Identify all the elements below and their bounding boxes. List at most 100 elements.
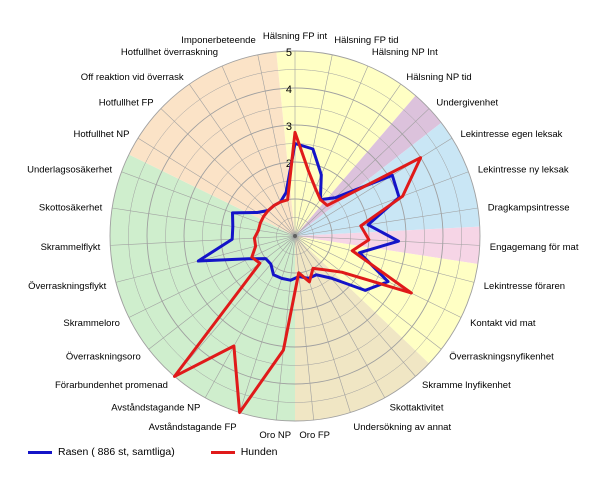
series-0-point-23	[231, 238, 233, 240]
series-1-point-22	[254, 245, 257, 248]
series-1-point-8	[368, 238, 370, 241]
spoke-12	[294, 235, 416, 377]
axis-label-10: Kontakt vid mat	[470, 318, 536, 329]
spoke-6	[294, 171, 469, 237]
sector-band-6	[109, 154, 295, 421]
legend-item-rasen: Rasen ( 886 st, samtliga)	[28, 446, 175, 458]
series-0-point-26	[256, 211, 259, 214]
series-1-point-30	[286, 198, 289, 201]
series-1-point-10	[410, 292, 413, 294]
series-0-point-1	[312, 148, 314, 150]
axis-label-17: Avståndstagande FP	[149, 422, 237, 433]
series-0-point-18	[272, 274, 275, 276]
spoke-20	[148, 235, 296, 350]
series-0-point-12	[330, 277, 332, 279]
series-0-point-8	[397, 240, 400, 243]
spoke-29	[221, 65, 296, 237]
axis-label-16: Oro NP	[259, 430, 291, 440]
tick-label-5: 5	[286, 47, 292, 59]
series-1-point-9	[351, 250, 354, 252]
series-1-point-17	[238, 411, 241, 414]
spoke-5	[294, 137, 453, 237]
series-1-point-24	[257, 229, 260, 232]
series-1-point-6	[401, 195, 404, 197]
series-1-point-21	[251, 256, 253, 258]
spoke-13	[294, 235, 386, 398]
axis-label-13: Skottaktivitet	[390, 402, 444, 413]
series-1-point-13	[312, 267, 314, 270]
tick-label-4: 4	[286, 84, 292, 96]
spoke-24	[112, 207, 296, 237]
axis-label-27: Hotfullhet FP	[99, 98, 154, 109]
series-0-point-13	[315, 274, 318, 276]
tick-label-2: 2	[286, 158, 292, 170]
spoke-14	[294, 235, 351, 413]
series-0-point-16	[289, 279, 292, 281]
spoke-11	[294, 235, 442, 350]
axis-label-30: Imponerbeteende	[181, 35, 255, 46]
series-1-point-14	[308, 281, 311, 283]
series-0-point-30	[285, 191, 287, 194]
spoke-16	[275, 235, 296, 421]
axis-label-3: Hälsning NP tid	[406, 72, 471, 83]
spoke-18	[204, 235, 296, 398]
axis-label-9: Lekintresse föraren	[484, 281, 565, 292]
axis-label-5: Lekintresse egen leksak	[460, 129, 562, 140]
legend-label-rasen: Rasen ( 886 st, samtliga)	[58, 446, 175, 458]
spoke-25	[121, 171, 296, 237]
sector-band-5	[295, 236, 430, 421]
series-1-point-15	[297, 272, 300, 274]
axis-label-8: Engagemang för mat	[490, 242, 579, 253]
series-0-point-19	[270, 263, 272, 265]
series-1-point-20	[259, 262, 261, 264]
axis-label-20: Överraskningsoro	[66, 351, 141, 362]
series-1-point-27	[267, 209, 269, 212]
axis-label-14: Undersökning av annat	[353, 422, 451, 433]
legend-swatch-rasen	[28, 450, 52, 454]
series-0-point-20	[264, 257, 267, 260]
series-1-point-4	[326, 204, 328, 207]
series-1-point-23	[253, 237, 256, 239]
spoke-4	[294, 108, 430, 237]
series-1-point-26	[262, 215, 265, 218]
axis-label-15: Oro FP	[299, 430, 330, 440]
series-0-point-4	[334, 196, 337, 199]
spoke-10	[294, 235, 462, 318]
sector-band-0	[276, 51, 416, 237]
series-0-point-24	[232, 225, 234, 228]
axis-label-29: Hotfullhet överraskning	[121, 47, 218, 58]
axis-label-12: Skramme lnyfikenhet	[422, 380, 511, 391]
series-0-point-2	[320, 173, 323, 176]
spoke-9	[294, 235, 475, 283]
series-1-point-2	[314, 187, 317, 190]
series-1-point-5	[419, 156, 422, 159]
series-1-point-3	[319, 198, 322, 201]
spoke-27	[160, 108, 296, 237]
spoke-2	[294, 65, 369, 237]
series-1-point-25	[259, 222, 262, 224]
series-1-point-7	[360, 225, 362, 227]
spoke-3	[294, 83, 401, 237]
legend: Rasen ( 886 st, samtliga) Hunden	[28, 446, 314, 458]
series-0-point-17	[280, 277, 283, 280]
series-1-point-19	[173, 375, 176, 378]
axis-label-25: Underlagsosäkerhet	[27, 164, 112, 175]
series-0-point-10	[387, 280, 389, 283]
series-0-point-22	[197, 260, 200, 262]
legend-item-hunden: Hunden	[210, 446, 278, 458]
axis-label-1: Hälsning FP tid	[334, 35, 398, 46]
spoke-23	[110, 235, 296, 246]
series-0-point-21	[247, 258, 250, 260]
axis-label-11: Överraskningsnyfikenhet	[449, 351, 554, 362]
tick-label-3: 3	[286, 121, 292, 133]
sector-band-2	[295, 122, 480, 236]
spoke-19	[174, 235, 296, 377]
series-0-point-7	[367, 223, 369, 226]
series-1-point-11	[341, 271, 343, 274]
center-point	[293, 234, 297, 238]
spoke-28	[189, 83, 296, 237]
series-1-point-16	[282, 349, 285, 351]
series-1-point-0	[294, 131, 296, 134]
spoke-7	[294, 207, 478, 237]
axis-label-23: Skrammelflykt	[41, 242, 101, 253]
